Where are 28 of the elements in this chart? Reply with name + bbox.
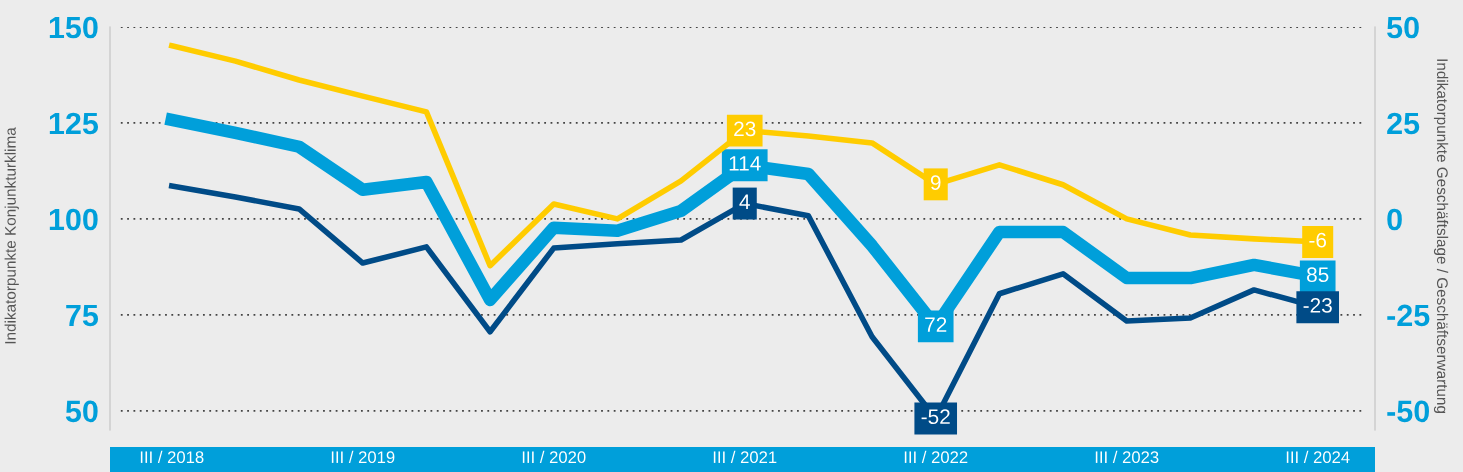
y2-tick-label: 25 xyxy=(1387,112,1420,135)
data-label: 114 xyxy=(729,156,761,171)
data-label: 23 xyxy=(734,121,756,137)
y2-tick-label: -25 xyxy=(1387,304,1430,327)
y-tick-label: 150 xyxy=(49,16,98,39)
y2-tick-label: 0 xyxy=(1387,208,1402,231)
x-tick-label: III / 2018 xyxy=(140,450,204,464)
y-tick-label: 50 xyxy=(65,400,98,423)
y-axis-title: Indikatorpunkte Konjunkturklima xyxy=(4,127,19,344)
x-tick-label: III / 2020 xyxy=(522,450,586,464)
data-label: -23 xyxy=(1303,298,1332,313)
x-tick-label: III / 2023 xyxy=(1095,450,1159,464)
y2-tick-label: -50 xyxy=(1387,400,1430,423)
y-tick-label: 75 xyxy=(66,304,99,327)
data-label: 72 xyxy=(925,317,947,332)
y-tick-label: 125 xyxy=(49,112,99,135)
data-label: 4 xyxy=(739,194,750,209)
x-tick-label: III / 2019 xyxy=(331,450,395,464)
y2-axis-title: Indikatorpunkte Geschäftslage / Geschäftserwartung xyxy=(1433,59,1449,413)
data-label: -52 xyxy=(921,409,950,425)
x-tick-label: III / 2022 xyxy=(904,450,968,464)
y2-tick-label: 50 xyxy=(1387,16,1419,39)
data-label: -6 xyxy=(1309,232,1327,248)
x-tick-label: III / 2024 xyxy=(1286,450,1350,464)
y-tick-label: 100 xyxy=(49,208,98,231)
data-label: 9 xyxy=(930,175,941,190)
data-label: 85 xyxy=(1307,267,1329,283)
x-tick-label: III / 2021 xyxy=(713,450,777,464)
